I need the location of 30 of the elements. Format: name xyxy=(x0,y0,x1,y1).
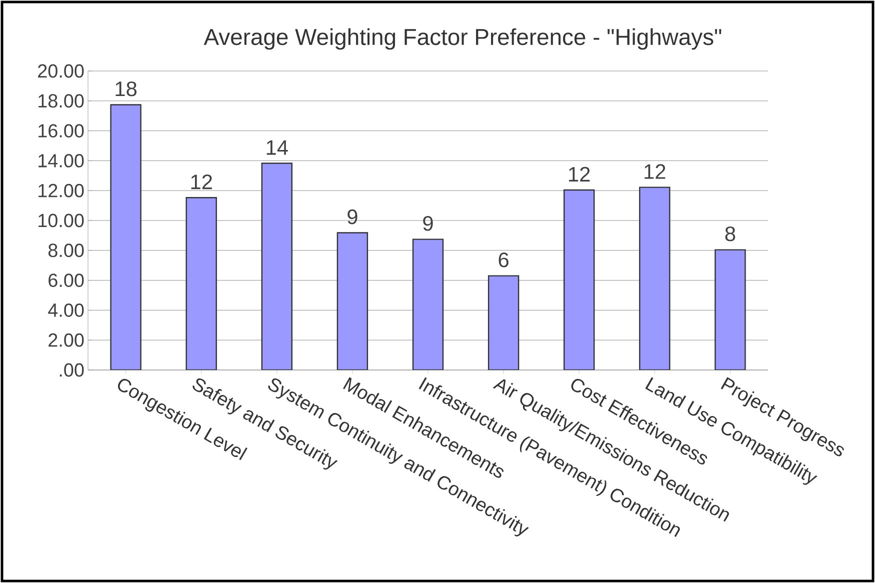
data-label: 8 xyxy=(725,226,736,242)
y-tick-label: 14.00 xyxy=(38,154,84,168)
y-tick-label: 4.00 xyxy=(48,303,84,317)
bar xyxy=(639,186,670,370)
data-label: 18 xyxy=(116,81,136,96)
data-label: 9 xyxy=(423,216,433,231)
y-tick-label: 18.00 xyxy=(38,94,84,108)
y-tick-label: 10.00 xyxy=(38,214,84,228)
y-tick-label: 20.00 xyxy=(38,64,84,78)
y-tick-label: 8.00 xyxy=(48,244,84,258)
bar xyxy=(336,232,368,370)
bar xyxy=(186,197,217,370)
y-tick-label: 16.00 xyxy=(38,124,84,138)
bar xyxy=(714,249,746,370)
data-label: 9 xyxy=(348,209,358,224)
bar xyxy=(261,162,292,370)
data-label: 12 xyxy=(644,164,666,179)
y-tick-label: 6.00 xyxy=(48,274,84,287)
bar xyxy=(564,189,595,370)
data-label: 14 xyxy=(266,140,288,155)
data-label: 12 xyxy=(569,166,590,182)
data-label: 6 xyxy=(498,252,508,268)
bar xyxy=(488,275,520,370)
bar xyxy=(412,238,444,370)
data-label: 12 xyxy=(191,174,212,190)
chart-title: Average Weighting Factor Preference - "Highways" xyxy=(204,28,722,50)
y-tick-label: 12.00 xyxy=(38,184,84,198)
y-tick-label: 2.00 xyxy=(48,333,84,347)
y-tick-label: .00 xyxy=(60,363,84,377)
bar xyxy=(110,104,142,370)
